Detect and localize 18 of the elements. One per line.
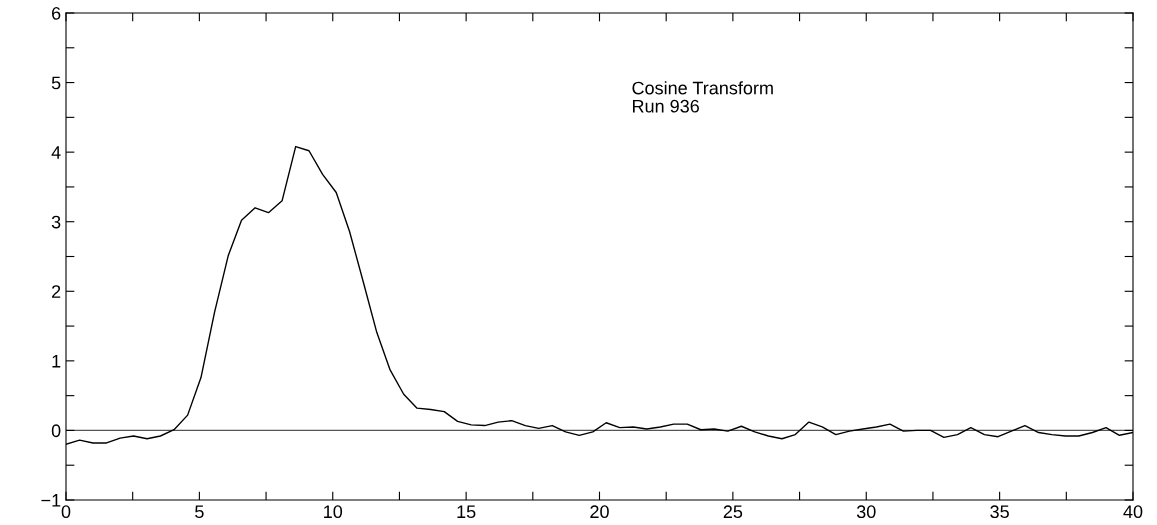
y-tick-label: 4 (51, 146, 61, 159)
y-tick-label: 2 (52, 285, 61, 298)
y-tick-label: −1 (41, 494, 61, 507)
y-tick-label: 1 (52, 354, 61, 368)
x-tick-label: 5 (195, 505, 204, 519)
x-tick-label: 20 (590, 505, 609, 519)
annotation: Cosine Transform Run 936 (632, 81, 773, 113)
y-tick-label: 6 (52, 6, 61, 20)
y-tick-label: 5 (51, 76, 61, 90)
y-tick-label: 0 (51, 424, 61, 438)
y-tick-label: 3 (51, 215, 61, 229)
x-tick-label: 35 (990, 505, 1009, 519)
x-tick-label: 25 (723, 505, 743, 519)
x-tick-label: 10 (324, 505, 343, 519)
x-tick-label: 0 (61, 505, 71, 519)
x-tick-label: 30 (856, 505, 876, 519)
x-tick-label: 40 (1123, 505, 1143, 519)
x-tick-label: 15 (457, 505, 476, 519)
